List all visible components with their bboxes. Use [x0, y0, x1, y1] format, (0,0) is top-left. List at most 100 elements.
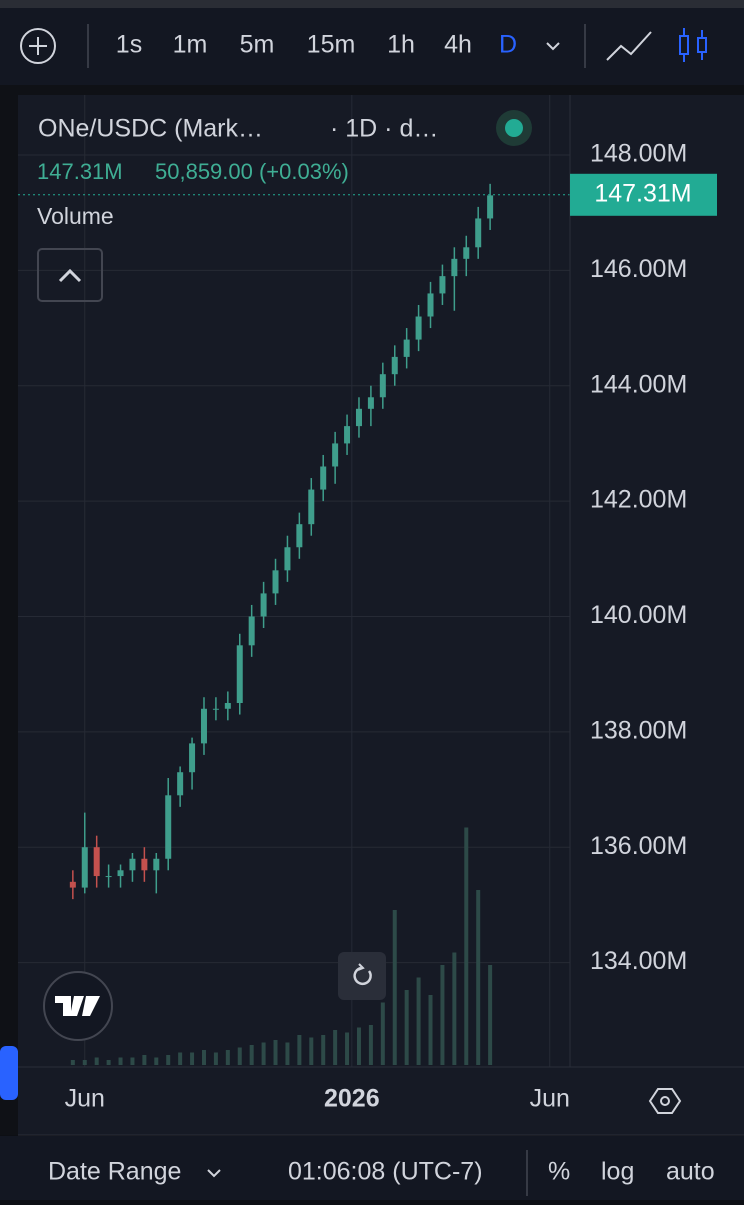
- candle-body: [367, 397, 374, 409]
- add-button[interactable]: [20, 28, 56, 64]
- candle-body: [391, 356, 398, 375]
- candle-body: [69, 881, 76, 888]
- volume-bar: [488, 965, 493, 1065]
- volume-bar: [166, 1055, 171, 1065]
- candle-body: [403, 339, 410, 357]
- volume-bar: [309, 1037, 314, 1065]
- volume-bar: [130, 1057, 135, 1065]
- volume-bar: [225, 1050, 230, 1065]
- reset-button[interactable]: [338, 952, 386, 1000]
- candle-body: [200, 708, 207, 744]
- candle-body: [332, 443, 339, 467]
- candle-body: [153, 858, 160, 871]
- candle-style-button[interactable]: [679, 28, 707, 62]
- auto-toggle[interactable]: auto: [666, 1158, 715, 1186]
- range-dropdown[interactable]: [207, 1169, 221, 1178]
- volume-bar: [392, 910, 397, 1065]
- candle-body: [260, 593, 267, 617]
- interval-dropdown[interactable]: [546, 42, 560, 51]
- volume-bar: [452, 952, 457, 1065]
- interval-button[interactable]: 5m: [240, 31, 275, 59]
- interval-button[interactable]: 15m: [307, 31, 356, 59]
- candle-body: [451, 258, 458, 277]
- symbol: ONe/USDC (Mark…: [38, 115, 263, 143]
- volume-label: Volume: [37, 203, 114, 229]
- volume-bar: [440, 965, 445, 1065]
- candle-body: [165, 795, 172, 859]
- candle-body: [105, 876, 112, 878]
- volume-bar: [70, 1060, 75, 1065]
- candle-body: [248, 616, 255, 646]
- volume-bar: [190, 1052, 195, 1065]
- volume-bar: [273, 1040, 278, 1065]
- toolbar: [0, 8, 744, 85]
- volume-bar: [333, 1030, 338, 1065]
- candle-body: [463, 247, 470, 259]
- candle-body: [236, 645, 243, 704]
- volume-bar: [356, 1027, 361, 1065]
- status-strip: [0, 0, 744, 8]
- candle-body: [475, 218, 482, 248]
- footer: [0, 1136, 744, 1200]
- candle-body: [117, 870, 124, 877]
- candle-body: [129, 858, 136, 871]
- interval-button[interactable]: 1m: [173, 31, 208, 59]
- volume-bar: [416, 977, 421, 1065]
- volume-bar: [428, 995, 433, 1065]
- volume-bar: [237, 1047, 242, 1065]
- logo[interactable]: [43, 971, 113, 1041]
- y-tick-label: 136.00M: [590, 832, 687, 860]
- last-price-label: 147.31M: [594, 179, 691, 207]
- clock[interactable]: 01:06:08 (UTC-7): [288, 1158, 483, 1186]
- volume-bar: [178, 1052, 183, 1065]
- status-dot: [505, 119, 523, 137]
- volume-bar: [249, 1045, 254, 1065]
- line-style-button[interactable]: [606, 31, 652, 61]
- y-tick-label: 134.00M: [590, 947, 687, 975]
- volume-bar: [464, 827, 469, 1065]
- volume-bar: [201, 1050, 206, 1065]
- y-tick-label: 144.00M: [590, 370, 687, 398]
- interval-button[interactable]: 4h: [444, 31, 472, 59]
- candle-body: [141, 858, 148, 871]
- collapse-button[interactable]: [37, 248, 103, 302]
- candle-body: [212, 708, 219, 710]
- candle-body: [415, 316, 422, 340]
- candle-body: [81, 847, 88, 888]
- interval-button[interactable]: 1s: [116, 31, 142, 59]
- candle-body: [379, 374, 386, 398]
- x-tick-label: Jun: [530, 1085, 570, 1113]
- candle-body: [189, 743, 196, 773]
- candle-body: [308, 489, 315, 525]
- volume-bar: [476, 890, 481, 1065]
- volume-bar: [94, 1057, 99, 1065]
- volume-bar: [82, 1060, 87, 1065]
- candle-body: [93, 847, 100, 877]
- legend-price: 147.31M: [37, 159, 123, 184]
- candle-body: [296, 524, 303, 548]
- symbol-meta: · 1D · d…: [330, 115, 438, 143]
- candle-body: [272, 570, 279, 594]
- side-toggle[interactable]: [0, 1046, 18, 1100]
- volume-bar: [106, 1060, 111, 1065]
- interval-button[interactable]: D: [499, 31, 517, 59]
- volume-bar: [118, 1057, 123, 1065]
- percent-toggle[interactable]: %: [548, 1158, 570, 1186]
- volume-bar: [404, 990, 409, 1065]
- date-range[interactable]: Date Range: [48, 1158, 181, 1186]
- volume-bar: [261, 1042, 266, 1065]
- last-price-badge: [570, 173, 717, 216]
- candle-body: [427, 293, 434, 317]
- interval-button[interactable]: 1h: [387, 31, 415, 59]
- y-tick-label: 148.00M: [590, 140, 687, 168]
- legend-change: 50,859.00 (+0.03%): [155, 159, 349, 184]
- candle-body: [344, 426, 351, 444]
- log-toggle[interactable]: log: [601, 1158, 634, 1186]
- candle-body: [320, 466, 327, 490]
- settings-button[interactable]: [648, 1088, 682, 1114]
- y-tick-label: 146.00M: [590, 255, 687, 283]
- volume-bar: [321, 1035, 326, 1065]
- candle-body: [439, 276, 446, 294]
